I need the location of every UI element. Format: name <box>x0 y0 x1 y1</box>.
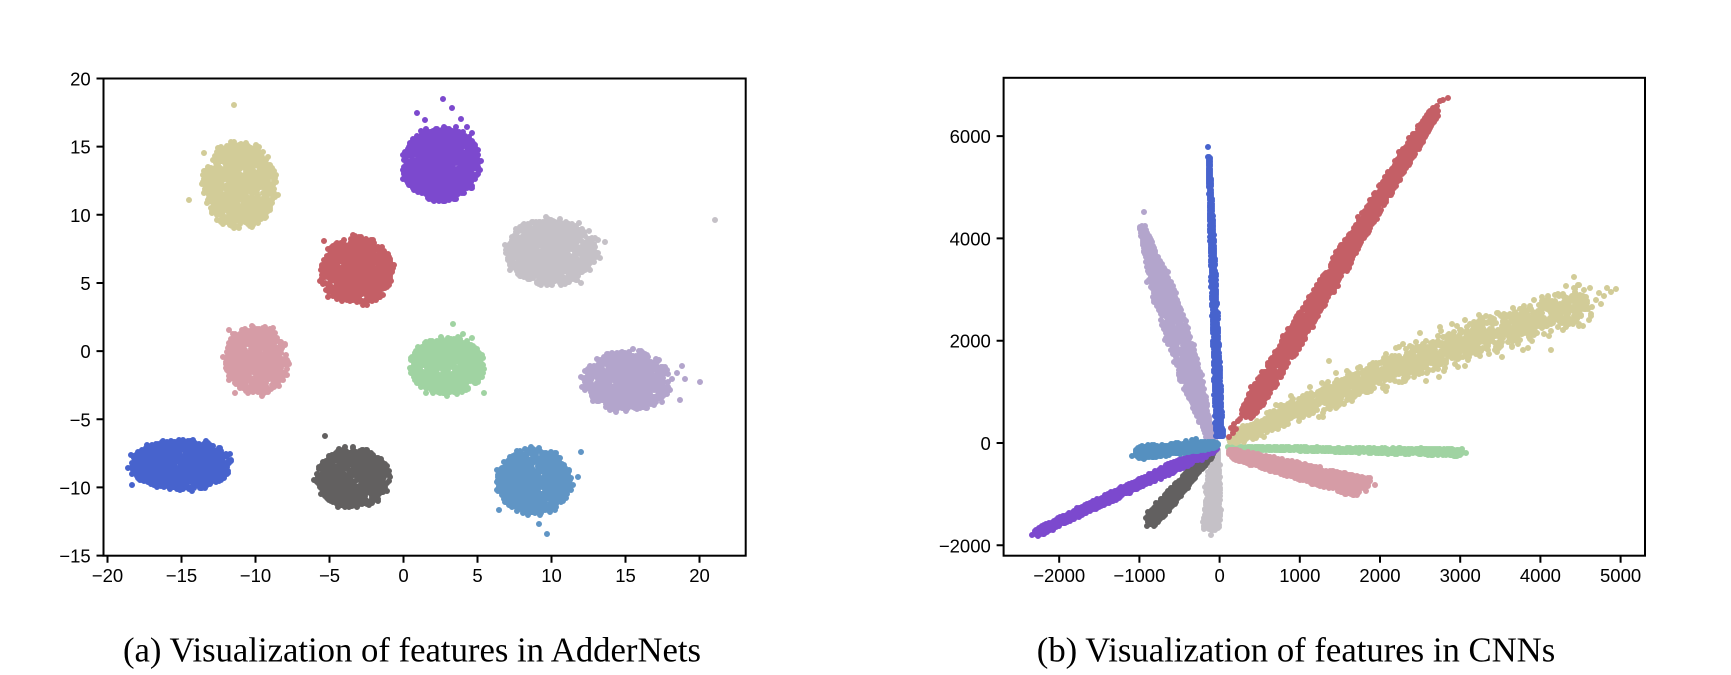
svg-text:5: 5 <box>80 273 90 294</box>
svg-text:0: 0 <box>80 341 90 362</box>
svg-text:10: 10 <box>70 205 91 226</box>
svg-text:−5: −5 <box>319 565 340 586</box>
svg-text:6000: 6000 <box>950 126 991 147</box>
svg-text:(b) Visualization of features: (b) Visualization of features in CNNs <box>1037 631 1555 670</box>
svg-text:1000: 1000 <box>1279 565 1320 586</box>
svg-text:−1000: −1000 <box>1113 565 1165 586</box>
svg-text:15: 15 <box>615 565 636 586</box>
svg-text:15: 15 <box>70 137 91 158</box>
svg-text:(a) Visualization of features: (a) Visualization of features in AdderNe… <box>123 631 701 670</box>
svg-text:−10: −10 <box>240 565 271 586</box>
svg-text:5000: 5000 <box>1600 565 1641 586</box>
svg-text:−15: −15 <box>166 565 197 586</box>
svg-text:2000: 2000 <box>1359 565 1400 586</box>
svg-text:3000: 3000 <box>1440 565 1481 586</box>
svg-text:−10: −10 <box>59 477 90 498</box>
svg-text:−2000: −2000 <box>1033 565 1085 586</box>
svg-text:0: 0 <box>981 433 991 454</box>
svg-text:0: 0 <box>1214 565 1224 586</box>
svg-text:4000: 4000 <box>950 228 991 249</box>
svg-text:−20: −20 <box>92 565 123 586</box>
svg-text:20: 20 <box>70 68 91 89</box>
svg-text:0: 0 <box>398 565 408 586</box>
svg-text:2000: 2000 <box>950 331 991 352</box>
svg-text:−15: −15 <box>59 546 90 567</box>
svg-text:−5: −5 <box>70 409 91 430</box>
svg-text:5: 5 <box>472 565 482 586</box>
svg-text:10: 10 <box>541 565 562 586</box>
svg-text:20: 20 <box>689 565 710 586</box>
svg-text:−2000: −2000 <box>939 535 991 556</box>
svg-text:4000: 4000 <box>1520 565 1561 586</box>
